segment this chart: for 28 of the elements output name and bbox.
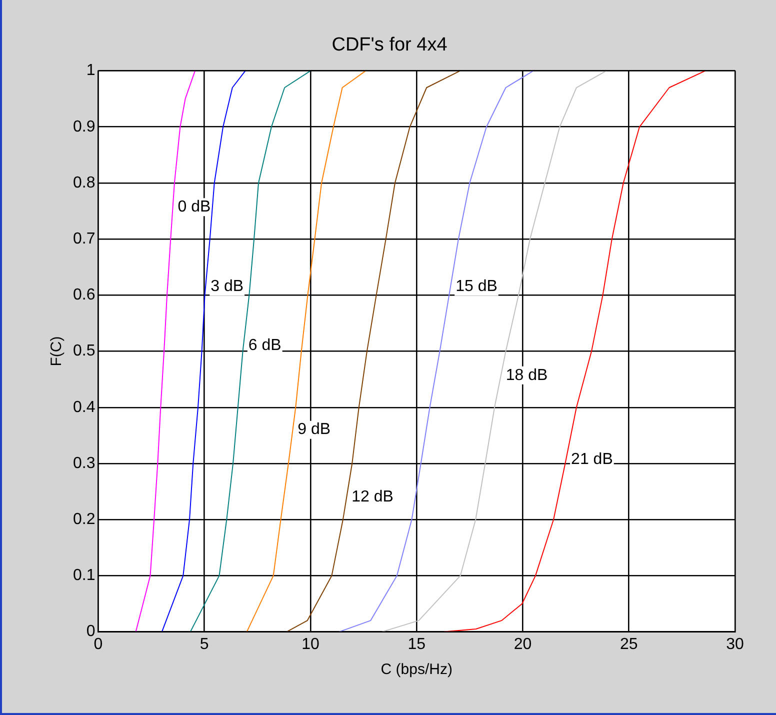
annotation: 15 dB bbox=[456, 278, 498, 296]
y-tick-label: 0.9 bbox=[72, 118, 96, 136]
x-tick-label: 25 bbox=[620, 636, 638, 653]
annotation: 6 dB bbox=[248, 337, 282, 354]
annotation: 0 dB bbox=[178, 198, 211, 216]
x-tick-label: 10 bbox=[302, 636, 320, 653]
y-tick-label: 0.3 bbox=[72, 454, 96, 472]
annotation: 3 dB bbox=[210, 278, 244, 296]
annotation: 21 dB bbox=[571, 450, 613, 468]
y-tick-label: 0.1 bbox=[72, 567, 96, 584]
annotation: 9 dB bbox=[298, 421, 331, 438]
y-tick-label: 0.7 bbox=[72, 230, 96, 248]
x-tick-label: 5 bbox=[200, 636, 209, 653]
x-axis-title: C (bps/Hz) bbox=[380, 661, 452, 678]
y-tick-label: 0.5 bbox=[72, 342, 96, 360]
annotation: 18 dB bbox=[506, 366, 548, 384]
chart-title: CDF's for 4x4 bbox=[332, 34, 448, 56]
y-tick-label: 0.2 bbox=[72, 511, 96, 528]
y-tick-label: 0.8 bbox=[72, 174, 96, 192]
x-tick-label: 30 bbox=[726, 636, 744, 653]
y-tick-label: 1 bbox=[86, 62, 96, 80]
y-tick-label: 0.6 bbox=[72, 286, 96, 304]
y-tick-label: 0 bbox=[86, 623, 96, 640]
x-tick-label: 20 bbox=[514, 636, 532, 653]
x-tick-label: 15 bbox=[408, 636, 426, 653]
annotation: 12 dB bbox=[352, 488, 394, 506]
y-tick-label: 0.4 bbox=[72, 398, 96, 416]
y-axis-title: F(C) bbox=[48, 336, 66, 366]
